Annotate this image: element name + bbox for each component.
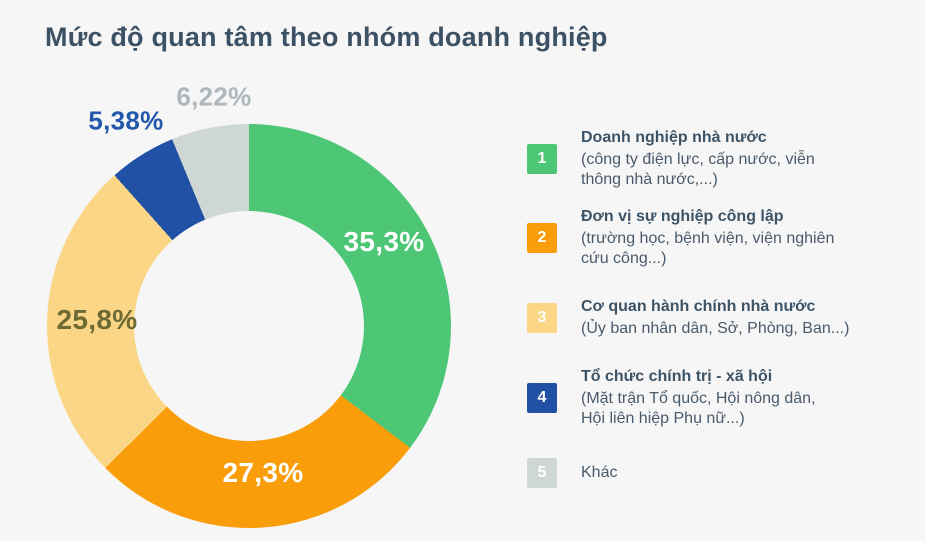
- slice-label-khac: 6,22%: [176, 81, 252, 112]
- legend-text: Cơ quan hành chính nhà nước (Ủy ban nhân…: [581, 297, 907, 339]
- legend-item-khac: 5 Khác: [527, 458, 907, 488]
- legend-swatch-2: 2: [527, 223, 557, 253]
- legend-item-don-vi-su-nghiep: 2 Đơn vị sự nghiệp công lập (trường học,…: [527, 207, 907, 269]
- legend-item-to-chuc-chinh-tri: 4 Tổ chức chính trị - xã hội (Mặt trận T…: [527, 367, 907, 429]
- legend: 1 Doanh nghiệp nhà nước (công ty điện lự…: [527, 0, 907, 541]
- legend-item-desc: (công ty điện lực, cấp nước, viễn thông …: [581, 151, 815, 188]
- legend-item-desc: (trường học, bệnh viện, viện nghiên cứu …: [581, 230, 835, 267]
- slice-label-to-chuc-chinh-tri: 5,38%: [88, 105, 164, 136]
- donut-hole: [134, 211, 364, 441]
- legend-swatch-4: 4: [527, 383, 557, 413]
- legend-swatch-1: 1: [527, 144, 557, 174]
- slice-label-doanh-nghiep-nha-nuoc: 35,3%: [343, 226, 425, 257]
- legend-text: Đơn vị sự nghiệp công lập (trường học, b…: [581, 207, 907, 269]
- legend-item-desc: (Ủy ban nhân dân, Sở, Phòng, Ban...): [581, 320, 850, 337]
- legend-item-co-quan-hanh-chinh: 3 Cơ quan hành chính nhà nước (Ủy ban nh…: [527, 297, 907, 339]
- legend-swatch-3: 3: [527, 303, 557, 333]
- legend-item-title: Doanh nghiệp nhà nước: [581, 129, 767, 146]
- donut-chart: 35,3% 27,3% 25,8% 5,38% 6,22%: [47, 81, 451, 528]
- legend-text: Doanh nghiệp nhà nước (công ty điện lực,…: [581, 128, 907, 190]
- legend-item-title: Tổ chức chính trị - xã hội: [581, 368, 773, 385]
- slice-label-don-vi-su-nghiep: 27,3%: [222, 457, 304, 488]
- legend-text: Tổ chức chính trị - xã hội (Mặt trận Tổ …: [581, 367, 907, 429]
- legend-item-title: Cơ quan hành chính nhà nước: [581, 298, 816, 315]
- page-title: Mức độ quan tâm theo nhóm doanh nghiệp: [45, 22, 608, 52]
- legend-swatch-5: 5: [527, 458, 557, 488]
- legend-item-desc: (Mặt trận Tổ quốc, Hội nông dân, Hội liê…: [581, 390, 816, 427]
- legend-item-title: Đơn vị sự nghiệp công lập: [581, 208, 784, 225]
- legend-text: Khác: [581, 463, 907, 483]
- slice-label-co-quan-hanh-chinh: 25,8%: [56, 304, 138, 335]
- legend-item-title: Khác: [581, 464, 618, 481]
- legend-item-doanh-nghiep-nha-nuoc: 1 Doanh nghiệp nhà nước (công ty điện lự…: [527, 128, 907, 190]
